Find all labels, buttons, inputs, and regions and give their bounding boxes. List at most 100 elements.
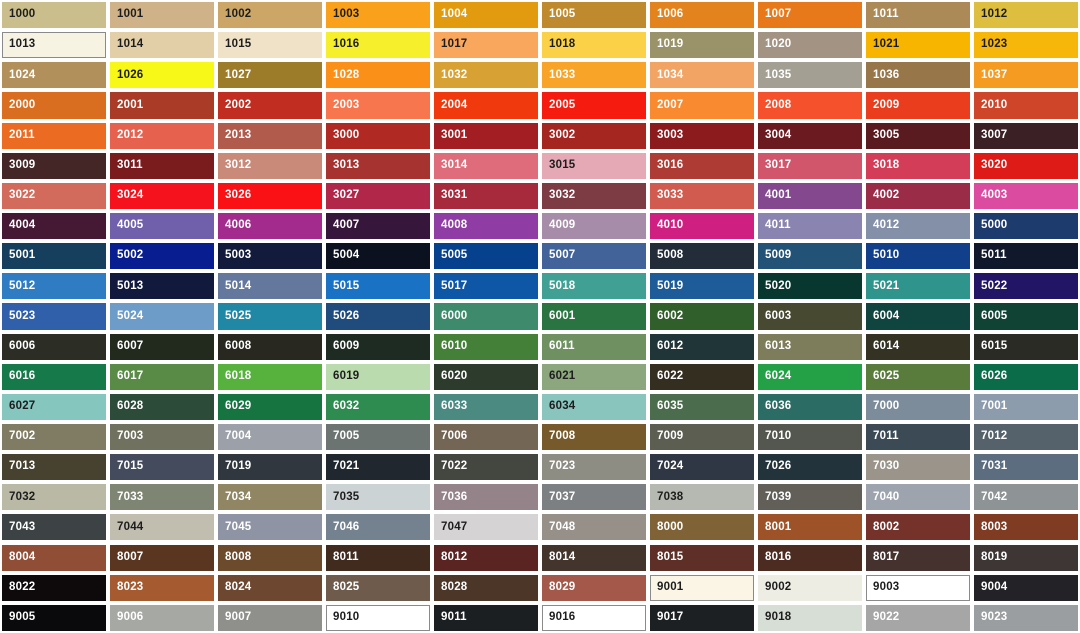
color-swatch-9011[interactable]: 9011 [434, 604, 538, 631]
color-swatch-4007[interactable]: 4007 [326, 212, 430, 240]
color-swatch-7024[interactable]: 7024 [650, 454, 754, 481]
color-swatch-5026[interactable]: 5026 [326, 303, 430, 330]
color-swatch-5002[interactable]: 5002 [110, 243, 214, 270]
color-swatch-4001[interactable]: 4001 [758, 182, 862, 209]
color-swatch-5005[interactable]: 5005 [434, 243, 538, 270]
color-swatch-8001[interactable]: 8001 [758, 514, 862, 541]
color-swatch-1023[interactable]: 1023 [974, 32, 1078, 59]
color-swatch-7045[interactable]: 7045 [218, 514, 322, 541]
color-swatch-6033[interactable]: 6033 [434, 393, 538, 420]
color-swatch-8019[interactable]: 8019 [974, 544, 1078, 571]
color-swatch-7008[interactable]: 7008 [542, 423, 646, 451]
color-swatch-8000[interactable]: 8000 [650, 514, 754, 541]
color-swatch-4005[interactable]: 4005 [110, 212, 214, 240]
color-swatch-8016[interactable]: 8016 [758, 544, 862, 571]
color-swatch-9016[interactable]: 9016 [542, 604, 646, 631]
color-swatch-6010[interactable]: 6010 [434, 333, 538, 360]
color-swatch-9005[interactable]: 9005 [2, 604, 106, 631]
color-swatch-3022[interactable]: 3022 [2, 182, 106, 209]
color-swatch-1015[interactable]: 1015 [218, 32, 322, 59]
color-swatch-6013[interactable]: 6013 [758, 333, 862, 360]
color-swatch-8007[interactable]: 8007 [110, 544, 214, 571]
color-swatch-3024[interactable]: 3024 [110, 182, 214, 209]
color-swatch-5022[interactable]: 5022 [974, 273, 1078, 300]
color-swatch-7006[interactable]: 7006 [434, 423, 538, 451]
color-swatch-6028[interactable]: 6028 [110, 393, 214, 420]
color-swatch-5010[interactable]: 5010 [866, 243, 970, 270]
color-swatch-6019[interactable]: 6019 [326, 363, 430, 390]
color-swatch-7030[interactable]: 7030 [866, 454, 970, 481]
color-swatch-9001[interactable]: 9001 [650, 574, 754, 601]
color-swatch-7034[interactable]: 7034 [218, 484, 322, 511]
color-swatch-5013[interactable]: 5013 [110, 273, 214, 300]
color-swatch-3016[interactable]: 3016 [650, 152, 754, 179]
color-swatch-1016[interactable]: 1016 [326, 32, 430, 59]
color-swatch-8012[interactable]: 8012 [434, 544, 538, 571]
color-swatch-6022[interactable]: 6022 [650, 363, 754, 390]
color-swatch-8011[interactable]: 8011 [326, 544, 430, 571]
color-swatch-6009[interactable]: 6009 [326, 333, 430, 360]
color-swatch-6032[interactable]: 6032 [326, 393, 430, 420]
color-swatch-5021[interactable]: 5021 [866, 273, 970, 300]
color-swatch-6002[interactable]: 6002 [650, 303, 754, 330]
color-swatch-5009[interactable]: 5009 [758, 243, 862, 270]
color-swatch-2001[interactable]: 2001 [110, 92, 214, 119]
color-swatch-8002[interactable]: 8002 [866, 514, 970, 541]
color-swatch-4006[interactable]: 4006 [218, 212, 322, 240]
color-swatch-9023[interactable]: 9023 [974, 604, 1078, 631]
color-swatch-1035[interactable]: 1035 [758, 62, 862, 89]
color-swatch-6015[interactable]: 6015 [974, 333, 1078, 360]
color-swatch-6001[interactable]: 6001 [542, 303, 646, 330]
color-swatch-3001[interactable]: 3001 [434, 122, 538, 149]
color-swatch-7011[interactable]: 7011 [866, 423, 970, 451]
color-swatch-5017[interactable]: 5017 [434, 273, 538, 300]
color-swatch-5023[interactable]: 5023 [2, 303, 106, 330]
color-swatch-6004[interactable]: 6004 [866, 303, 970, 330]
color-swatch-3003[interactable]: 3003 [650, 122, 754, 149]
color-swatch-7047[interactable]: 7047 [434, 514, 538, 541]
color-swatch-9004[interactable]: 9004 [974, 574, 1078, 601]
color-swatch-7046[interactable]: 7046 [326, 514, 430, 541]
color-swatch-1000[interactable]: 1000 [2, 2, 106, 29]
color-swatch-2011[interactable]: 2011 [2, 122, 106, 149]
color-swatch-7032[interactable]: 7032 [2, 484, 106, 511]
color-swatch-8003[interactable]: 8003 [974, 514, 1078, 541]
color-swatch-7002[interactable]: 7002 [2, 423, 106, 451]
color-swatch-7022[interactable]: 7022 [434, 454, 538, 481]
color-swatch-3009[interactable]: 3009 [2, 152, 106, 179]
color-swatch-1026[interactable]: 1026 [110, 62, 214, 89]
color-swatch-5019[interactable]: 5019 [650, 273, 754, 300]
color-swatch-3007[interactable]: 3007 [974, 122, 1078, 149]
color-swatch-9006[interactable]: 9006 [110, 604, 214, 631]
color-swatch-2010[interactable]: 2010 [974, 92, 1078, 119]
color-swatch-9022[interactable]: 9022 [866, 604, 970, 631]
color-swatch-3032[interactable]: 3032 [542, 182, 646, 209]
color-swatch-5012[interactable]: 5012 [2, 273, 106, 300]
color-swatch-2004[interactable]: 2004 [434, 92, 538, 119]
color-swatch-8025[interactable]: 8025 [326, 574, 430, 601]
color-swatch-5007[interactable]: 5007 [542, 243, 646, 270]
color-swatch-1019[interactable]: 1019 [650, 32, 754, 59]
color-swatch-7001[interactable]: 7001 [974, 393, 1078, 420]
color-swatch-1021[interactable]: 1021 [866, 32, 970, 59]
color-swatch-5000[interactable]: 5000 [974, 212, 1078, 240]
color-swatch-9003[interactable]: 9003 [866, 574, 970, 601]
color-swatch-2003[interactable]: 2003 [326, 92, 430, 119]
color-swatch-8022[interactable]: 8022 [2, 574, 106, 601]
color-swatch-7035[interactable]: 7035 [326, 484, 430, 511]
color-swatch-7037[interactable]: 7037 [542, 484, 646, 511]
color-swatch-7026[interactable]: 7026 [758, 454, 862, 481]
color-swatch-2012[interactable]: 2012 [110, 122, 214, 149]
color-swatch-1012[interactable]: 1012 [974, 2, 1078, 29]
color-swatch-1034[interactable]: 1034 [650, 62, 754, 89]
color-swatch-1037[interactable]: 1037 [974, 62, 1078, 89]
color-swatch-2000[interactable]: 2000 [2, 92, 106, 119]
color-swatch-9007[interactable]: 9007 [218, 604, 322, 631]
color-swatch-5015[interactable]: 5015 [326, 273, 430, 300]
color-swatch-7043[interactable]: 7043 [2, 514, 106, 541]
color-swatch-1006[interactable]: 1006 [650, 2, 754, 29]
color-swatch-2007[interactable]: 2007 [650, 92, 754, 119]
color-swatch-6020[interactable]: 6020 [434, 363, 538, 390]
color-swatch-6021[interactable]: 6021 [542, 363, 646, 390]
color-swatch-6018[interactable]: 6018 [218, 363, 322, 390]
